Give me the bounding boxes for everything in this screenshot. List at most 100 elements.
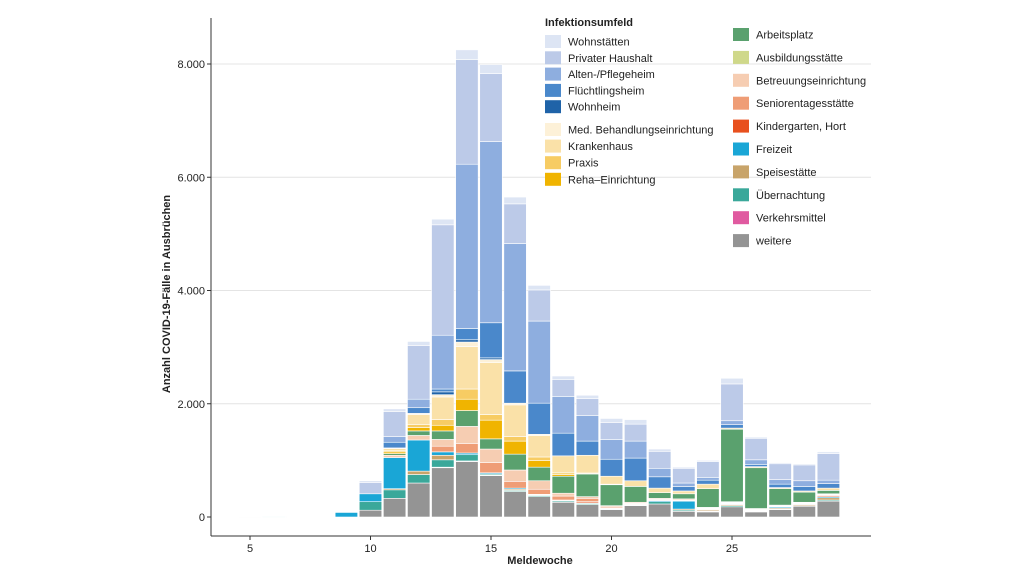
bar-week-17-betreuungseinrichtung [527,480,551,490]
legend-label: Krankenhaus [568,141,633,153]
bar-week-11-wohnstätten [383,408,407,412]
legend-swatch [545,51,561,65]
legend-swatch [733,188,749,202]
bar-week-12-reha-einrichtung [407,427,431,432]
bar-week-15-med-behandlungseinrichtung [479,359,503,363]
bar-week-17-krankenhaus [527,435,551,458]
x-tick-label: 20 [605,543,617,555]
bar-week-19-flüchtlingsheim [575,440,599,456]
bar-week-29-privater-haushalt [816,453,840,481]
bar-week-15-privater-haushalt [479,73,503,142]
bar-week-12-weitere [407,482,431,518]
bar-week-23-privater-haushalt [672,468,696,484]
bar-week-29-speisestätte [816,497,840,501]
bar-week-20-krankenhaus [599,475,624,485]
legend-swatch [545,100,561,114]
bar-week-26-wohnstätten [744,436,768,439]
bar-week-19-krankenhaus [575,454,599,473]
bar-week-16-praxis [503,436,527,442]
bar-week-13-alten-pflegeheim [431,334,455,390]
bar-week-25-weitere [720,506,744,518]
bar-week-11-privater-haushalt [383,411,407,437]
y-tick-label: 0 [199,512,205,524]
legend-label: Alten-/Pflegeheim [568,69,655,81]
legend-swatch [545,156,561,170]
legend-label: Übernachtung [756,190,825,202]
bar-week-24-flüchtlingsheim [696,479,720,485]
bar-week-15-weitere [479,475,503,518]
legend-label: Wohnheim [568,102,620,114]
legend-label: Kindergarten, Hort [756,121,846,133]
bar-week-15-betreuungseinrichtung [479,448,503,463]
legend-swatch [733,119,749,133]
bar-week-18-flüchtlingsheim [551,432,575,457]
bar-week-12-speisestätte [407,470,431,475]
bar-week-20-arbeitsplatz [599,484,624,506]
bar-week-17-seniorentagesstätte [527,488,551,495]
x-tick-label: 10 [364,543,376,555]
legend-swatch [545,67,561,81]
bar-week-12-krankenhaus [407,414,431,426]
y-axis-title: Anzahl COVID-19-Fälle in Ausbrüchen [161,195,173,394]
legend-swatch [545,35,561,48]
bar-week-13-arbeitsplatz [431,430,455,440]
bar-week-18-arbeitsplatz [551,475,575,494]
bar-week-21-alten-pflegeheim [624,440,648,459]
bar-week-11-weitere [383,498,407,518]
bar-week-24-krankenhaus [696,483,720,489]
legend-label: Speisestätte [756,167,817,179]
bar-week-20-flüchtlingsheim [599,458,624,477]
legend-label: Freizeit [756,144,792,156]
bar-week-13-übernachtung [431,459,455,468]
bar-week-19-seniorentagesstätte [575,498,599,503]
bar-week-29-wohnstätten [816,451,840,454]
bar-week-13-wohnheim [431,391,455,395]
x-tick-label: 5 [247,543,253,555]
legend-swatch [733,73,749,87]
bar-week-24-weitere [696,511,720,518]
bar-week-10-weitere [358,509,383,518]
bar-week-21-wohnstätten [624,419,648,425]
bar-week-13-praxis [431,419,455,426]
bar-week-13-med-behandlungseinrichtung [431,394,455,398]
bar-week-16-wohnstätten [503,196,527,205]
bar-week-21-privater-haushalt [624,423,648,442]
bar-week-16-seniorentagesstätte [503,481,527,489]
bar-week-29-flüchtlingsheim [816,483,840,489]
bar-week-6-freizeit [262,516,286,518]
bar-week-10-freizeit [358,493,383,503]
legend-label: Arbeitsplatz [756,30,813,42]
bar-week-13-speisestätte [431,454,455,461]
bars [238,49,840,518]
bar-week-10-übernachtung [358,501,383,511]
legend-swatch [545,123,561,136]
bar-week-13-krankenhaus [431,396,455,420]
bar-week-25-arbeitsplatz [720,428,744,503]
bar-week-20-wohnstätten [599,418,624,423]
bar-week-14-weitere [455,461,479,518]
bar-week-26-alten-pflegeheim [744,459,768,465]
bar-week-23-freizeit [672,500,696,510]
bar-week-12-praxis [407,424,431,428]
bar-week-28-weitere [792,505,816,518]
legend-swatch [545,83,561,97]
x-tick-label: 25 [726,543,738,555]
bar-week-16-betreuungseinrichtung [503,469,527,482]
bar-week-17-privater-haushalt [527,289,551,322]
bar-week-19-alten-pflegeheim [575,415,599,442]
bar-week-23-weitere [672,511,696,518]
bar-week-12-wohnstätten [407,341,431,346]
bar-week-10-wohnstätten [358,480,383,483]
bar-week-28-arbeitsplatz [792,491,816,503]
bar-week-13-reha-einrichtung [431,424,455,432]
bar-week-20-alten-pflegeheim [599,439,624,460]
legend-label: weitere [755,236,791,248]
bar-week-22-flüchtlingsheim [648,476,672,489]
bar-week-21-arbeitsplatz [624,486,648,503]
bar-week-23-wohnstätten [672,466,696,469]
bar-week-14-reha-einrichtung [455,398,479,411]
bar-week-18-weitere [551,501,575,518]
bar-week-17-arbeitsplatz [527,466,551,482]
bar-week-13-wohnstätten [431,218,455,226]
